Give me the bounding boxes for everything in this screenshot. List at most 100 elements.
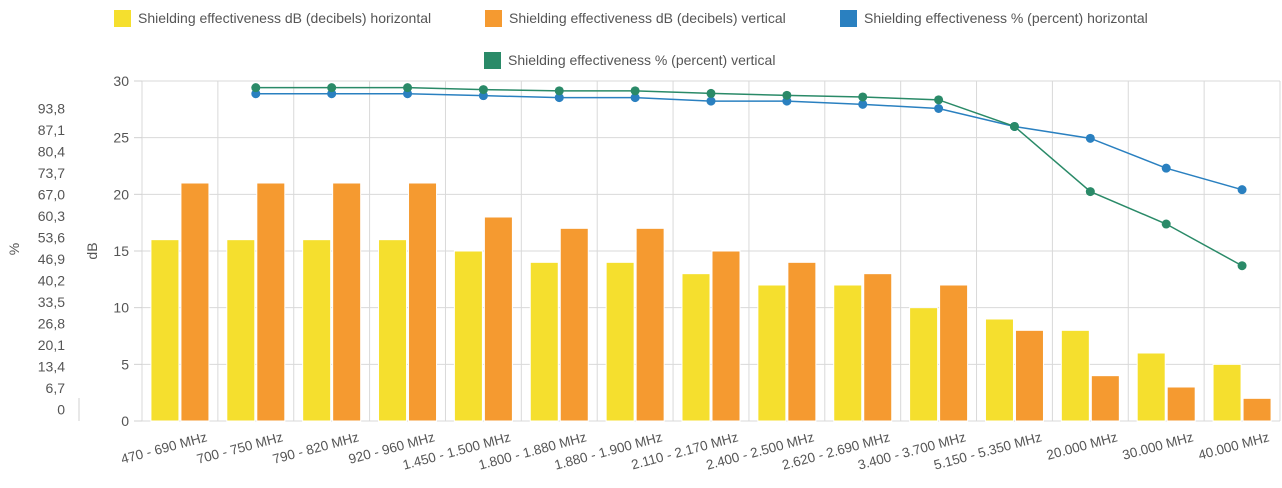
bar-db-horizontal[interactable] — [909, 307, 939, 422]
bar-db-vertical[interactable] — [180, 182, 210, 422]
percent-axis-tick-label: 93,8 — [38, 101, 65, 117]
point-percent-vertical[interactable] — [251, 83, 261, 93]
bar-db-vertical[interactable] — [1090, 375, 1120, 422]
bar-db-vertical[interactable] — [256, 182, 286, 422]
line-percent-vertical — [255, 86, 1243, 267]
bar-db-horizontal[interactable] — [529, 261, 559, 422]
percent-axis-tick-label: 40,2 — [38, 273, 65, 289]
point-percent-horizontal[interactable] — [1237, 185, 1247, 195]
point-percent-vertical[interactable] — [858, 92, 868, 102]
bar-db-horizontal[interactable] — [681, 273, 711, 422]
bars — [150, 182, 1272, 422]
legend-label: Shielding effectiveness dB (decibels) ho… — [138, 10, 431, 26]
point-percent-horizontal[interactable] — [706, 96, 716, 106]
legend-item-1[interactable]: Shielding effectiveness dB (decibels) ho… — [114, 10, 431, 27]
bar-db-horizontal[interactable] — [984, 318, 1014, 422]
bar-db-horizontal[interactable] — [302, 239, 332, 422]
line-percent-horizontal — [255, 92, 1243, 191]
point-percent-vertical[interactable] — [706, 88, 716, 98]
percent-axis-tick-label: 80,4 — [38, 144, 65, 160]
db-axis-title: dB — [84, 242, 100, 259]
percent-axis-tick-label: 60,3 — [38, 208, 65, 224]
db-axis-tick-label: 30 — [113, 73, 129, 89]
bar-db-vertical[interactable] — [1014, 329, 1044, 422]
point-percent-horizontal[interactable] — [554, 93, 564, 103]
bar-db-vertical[interactable] — [1166, 386, 1196, 422]
percent-axis-tick-label: 33,5 — [38, 294, 65, 310]
percent-axis-tick-label: 53,6 — [38, 230, 65, 246]
bar-db-horizontal[interactable] — [1136, 352, 1166, 422]
bar-db-vertical[interactable] — [787, 261, 817, 422]
bar-db-horizontal[interactable] — [833, 284, 863, 422]
point-percent-vertical[interactable] — [1161, 219, 1171, 229]
category-label: 20.000 MHz — [1045, 429, 1119, 462]
bar-db-horizontal[interactable] — [453, 250, 483, 422]
legend-swatch — [485, 10, 502, 27]
percent-axis-tick-label: 6,7 — [46, 380, 66, 396]
legend-label: Shielding effectiveness % (percent) vert… — [508, 52, 775, 68]
point-percent-vertical[interactable] — [630, 86, 640, 96]
bar-db-vertical[interactable] — [711, 250, 741, 422]
point-percent-vertical[interactable] — [478, 85, 488, 95]
point-percent-vertical[interactable] — [782, 90, 792, 100]
bar-db-horizontal[interactable] — [150, 239, 180, 422]
db-axis-tick-label: 5 — [121, 356, 129, 372]
category-label: 790 - 820 MHz — [271, 429, 361, 466]
bar-db-horizontal[interactable] — [1060, 329, 1090, 422]
bar-db-vertical[interactable] — [559, 227, 589, 422]
point-percent-horizontal[interactable] — [630, 93, 640, 103]
bar-db-horizontal[interactable] — [757, 284, 787, 422]
point-percent-vertical[interactable] — [554, 86, 564, 96]
point-percent-horizontal[interactable] — [934, 104, 944, 113]
category-label: 470 - 690 MHz — [119, 429, 209, 466]
category-label: 30.000 MHz — [1121, 429, 1195, 462]
grid — [141, 80, 1281, 422]
point-percent-vertical[interactable] — [934, 95, 944, 105]
percent-axis-tick-label: 73,7 — [38, 165, 65, 181]
legend-label: Shielding effectiveness % (percent) hori… — [864, 10, 1148, 26]
point-percent-vertical[interactable] — [1085, 187, 1095, 197]
bar-db-horizontal[interactable] — [1212, 363, 1242, 422]
db-axis-tick-label: 25 — [113, 130, 129, 146]
legend-item-2[interactable]: Shielding effectiveness dB (decibels) ve… — [485, 10, 786, 27]
percent-axis-tick-label: 26,8 — [38, 316, 65, 332]
axes: 0 5 10 15 20 25 30 0 6,7 13,4 20,1 26,8 33,5 40,2 46,9… — [6, 73, 142, 429]
bar-db-horizontal[interactable] — [226, 239, 256, 422]
percent-axis-tick-label: 20,1 — [38, 337, 65, 353]
point-percent-vertical[interactable] — [327, 83, 337, 93]
point-percent-horizontal[interactable] — [1161, 163, 1171, 173]
bar-db-vertical[interactable] — [939, 284, 969, 422]
db-axis-tick-label: 0 — [121, 413, 129, 429]
db-axis-tick-label: 15 — [113, 243, 129, 259]
db-axis-tick-label: 20 — [113, 186, 129, 202]
point-percent-horizontal[interactable] — [858, 99, 868, 109]
db-axis-tick-label: 10 — [113, 300, 129, 316]
bar-db-vertical[interactable] — [408, 182, 438, 422]
bar-db-vertical[interactable] — [635, 227, 665, 422]
legend-item-3[interactable]: Shielding effectiveness % (percent) hori… — [840, 10, 1148, 27]
legend-swatch — [484, 52, 501, 69]
bar-db-horizontal[interactable] — [605, 261, 635, 422]
point-percent-horizontal[interactable] — [1085, 133, 1095, 143]
bar-db-vertical[interactable] — [863, 273, 893, 422]
point-percent-vertical[interactable] — [403, 83, 413, 93]
bar-db-horizontal[interactable] — [378, 239, 408, 422]
legend-swatch — [840, 10, 857, 27]
bar-db-vertical[interactable] — [1242, 397, 1272, 422]
percent-axis-tick-label: 46,9 — [38, 251, 65, 267]
legend-item-4[interactable]: Shielding effectiveness % (percent) vert… — [484, 52, 775, 69]
percent-axis-tick-label: 0 — [57, 402, 65, 418]
bar-db-vertical[interactable] — [483, 216, 513, 422]
legend: Shielding effectiveness dB (decibels) ho… — [114, 10, 1148, 69]
percent-axis-title: % — [6, 243, 22, 255]
percent-axis-tick-label: 67,0 — [38, 187, 65, 203]
point-percent-vertical[interactable] — [1009, 121, 1019, 131]
bar-db-vertical[interactable] — [332, 182, 362, 422]
percent-axis-tick-label: 13,4 — [38, 359, 65, 375]
legend-swatch — [114, 10, 131, 27]
percent-axis-tick-label: 87,1 — [38, 122, 65, 138]
legend-label: Shielding effectiveness dB (decibels) ve… — [509, 10, 786, 26]
point-percent-vertical[interactable] — [1237, 261, 1247, 271]
